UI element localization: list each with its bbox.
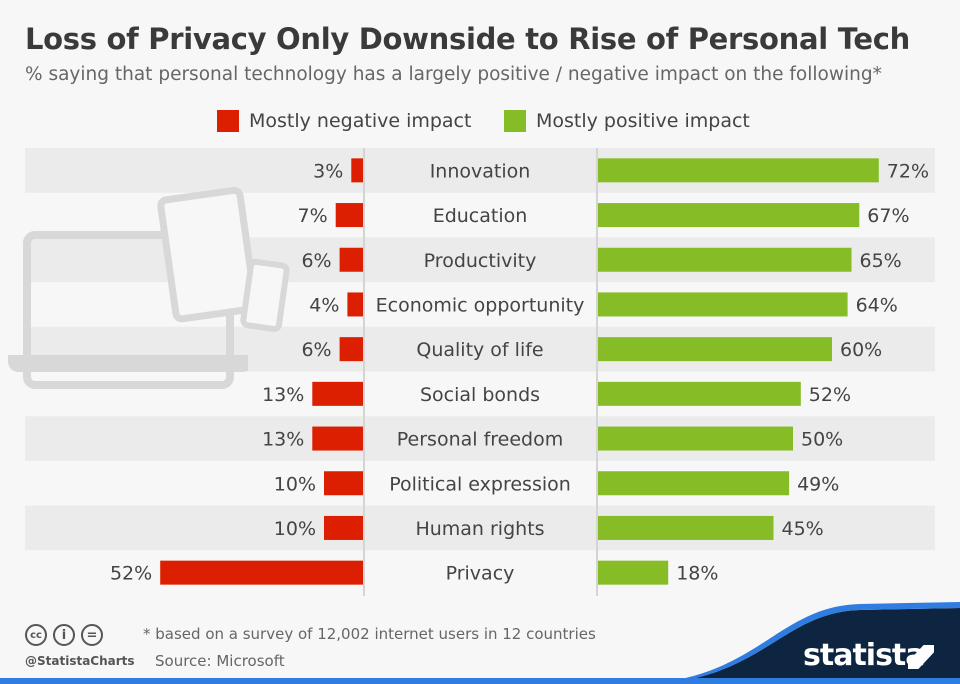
label-positive: 64% xyxy=(856,294,898,316)
category-label: Human rights xyxy=(415,518,544,540)
bar-negative xyxy=(324,471,363,496)
label-negative: 4% xyxy=(309,294,339,316)
label-negative: 10% xyxy=(274,518,316,540)
bar-negative xyxy=(312,381,363,406)
label-positive: 60% xyxy=(840,339,882,361)
label-negative: 52% xyxy=(110,563,152,585)
label-negative: 13% xyxy=(262,429,304,451)
label-negative: 13% xyxy=(262,384,304,406)
bar-negative xyxy=(339,247,363,272)
bar-negative xyxy=(324,515,363,540)
label-negative: 6% xyxy=(301,339,331,361)
category-label: Social bonds xyxy=(420,384,540,406)
category-label: Economic opportunity xyxy=(376,294,585,316)
bar-positive xyxy=(598,515,774,540)
label-negative: 6% xyxy=(301,250,331,272)
footer-note: * based on a survey of 12,002 internet u… xyxy=(143,625,596,643)
cc-icon: cc xyxy=(25,624,47,646)
bar-positive xyxy=(598,337,832,362)
label-positive: 67% xyxy=(867,205,909,227)
statista-logo[interactable]: statista xyxy=(803,638,926,673)
legend-label-negative: Mostly negative impact xyxy=(249,110,472,132)
bar-positive xyxy=(598,247,852,272)
label-positive: 50% xyxy=(801,429,843,451)
bar-negative xyxy=(160,560,363,585)
bar-positive xyxy=(598,292,848,317)
category-label: Personal freedom xyxy=(397,429,563,451)
category-label: Political expression xyxy=(389,473,571,495)
label-positive: 18% xyxy=(676,563,718,585)
legend-item-positive: Mostly positive impact xyxy=(504,110,750,132)
license-icons: cc i = xyxy=(25,624,103,646)
label-negative: 7% xyxy=(298,205,328,227)
row-shade xyxy=(25,505,935,551)
category-label: Quality of life xyxy=(416,339,543,361)
legend-item-negative: Mostly negative impact xyxy=(217,110,471,132)
category-label: Privacy xyxy=(446,563,515,585)
label-positive: 49% xyxy=(797,473,839,495)
bar-negative xyxy=(347,292,363,317)
category-label: Productivity xyxy=(424,250,537,272)
bar-positive xyxy=(598,426,793,451)
label-negative: 3% xyxy=(313,160,343,182)
bar-positive xyxy=(598,381,801,406)
by-icon: i xyxy=(53,624,75,646)
nd-icon: = xyxy=(81,624,103,646)
category-label: Innovation xyxy=(430,160,531,182)
label-negative: 10% xyxy=(274,473,316,495)
label-positive: 72% xyxy=(887,160,929,182)
label-positive: 65% xyxy=(860,250,902,272)
bar-positive xyxy=(598,560,669,585)
legend-label-positive: Mostly positive impact xyxy=(536,110,750,132)
chart-subtitle: % saying that personal technology has a … xyxy=(25,64,882,85)
label-positive: 45% xyxy=(782,518,824,540)
bar-negative xyxy=(335,203,363,228)
chart-title: Loss of Privacy Only Downside to Rise of… xyxy=(25,22,910,56)
bar-negative xyxy=(339,337,363,362)
footer-handle: @StatistaCharts xyxy=(25,654,135,668)
bar-negative xyxy=(312,426,363,451)
legend-swatch-negative xyxy=(217,110,239,132)
bar-positive xyxy=(598,471,790,496)
legend-swatch-positive xyxy=(504,110,526,132)
bar-negative xyxy=(351,158,363,183)
category-label: Education xyxy=(433,205,528,227)
devices-illustration xyxy=(8,186,290,389)
label-positive: 52% xyxy=(809,384,851,406)
footer-source: Source: Microsoft xyxy=(155,652,285,670)
bar-positive xyxy=(598,158,879,183)
bar-positive xyxy=(598,203,860,228)
